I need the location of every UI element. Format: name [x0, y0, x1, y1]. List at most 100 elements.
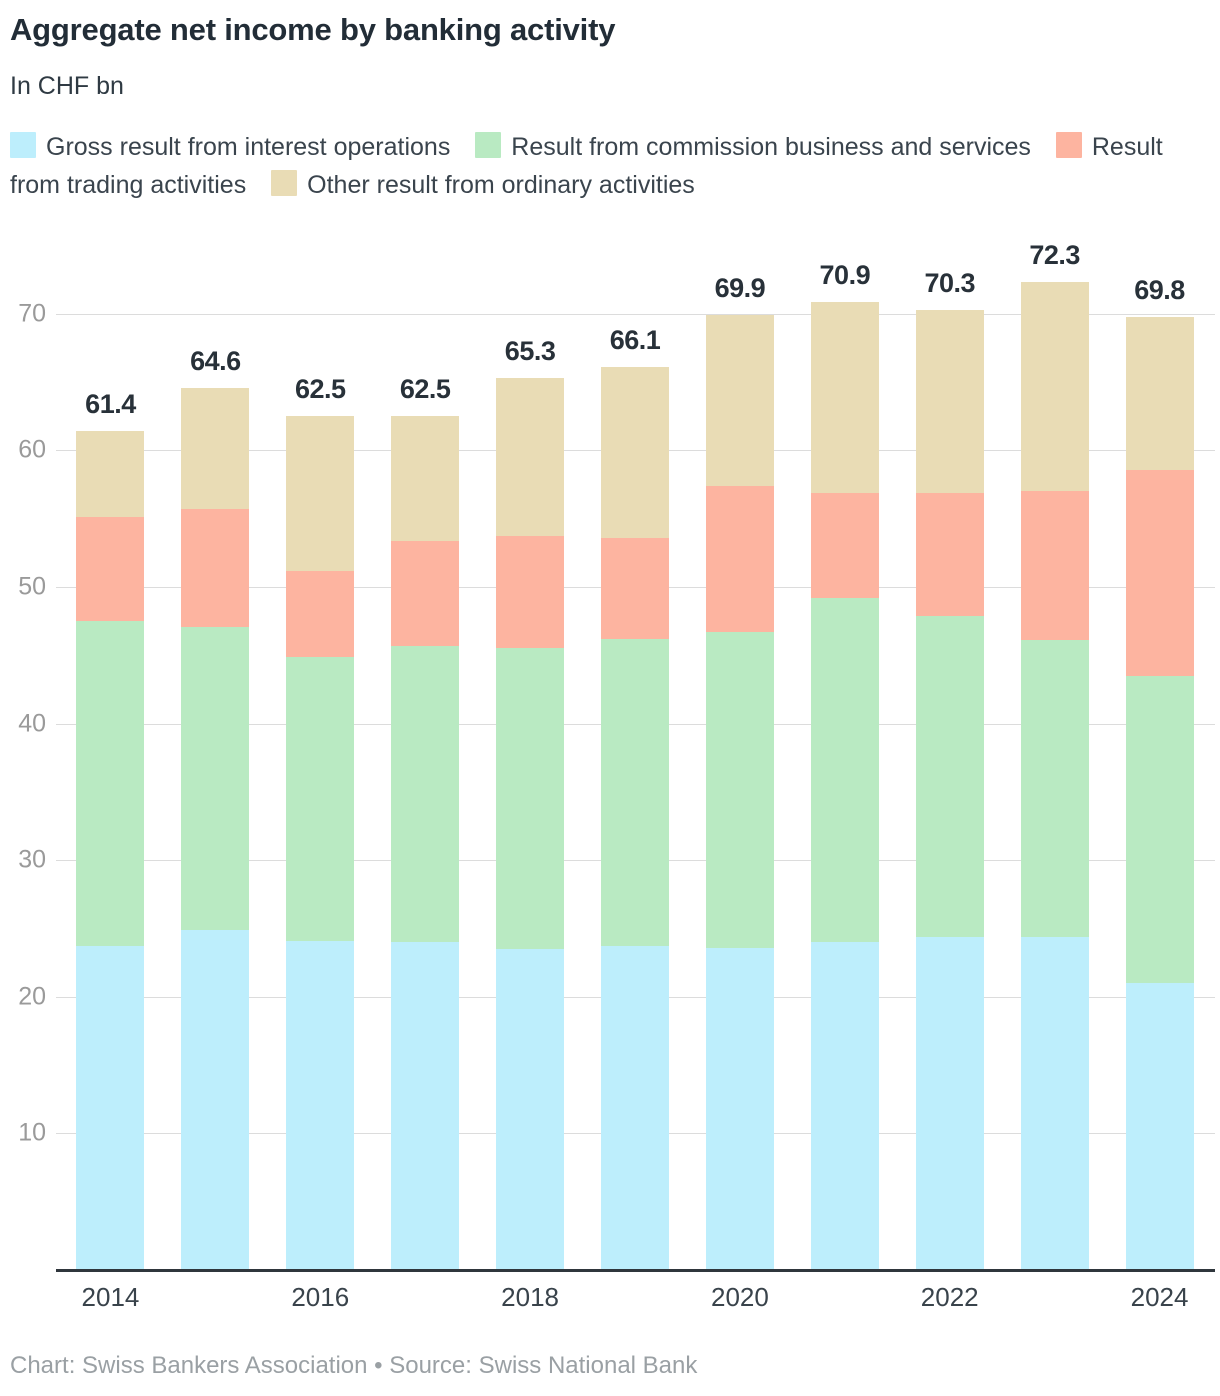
- x-axis-tick-label-2014: 2014: [81, 1282, 140, 1312]
- y-axis-tick-label: 30: [18, 845, 46, 874]
- bar-segment: [286, 416, 355, 571]
- bar-total-label-2020: 69.9: [714, 273, 766, 304]
- bar-segment: [496, 648, 565, 949]
- chart-subtitle: In CHF bn: [10, 72, 124, 100]
- bar-segment: [496, 949, 565, 1270]
- y-gridline-70: [56, 313, 1215, 315]
- bar-segment: [1125, 675, 1194, 984]
- y-axis-tick-label: 50: [18, 572, 46, 601]
- stacked-bar-2024: [1125, 316, 1194, 1270]
- bar-segment: [705, 485, 774, 633]
- other-swatch-icon: [271, 170, 298, 196]
- x-axis-tick-label-2024: 2024: [1130, 1282, 1189, 1312]
- legend-label: Result from commission business and serv…: [511, 133, 1031, 161]
- bar-segment: [391, 540, 460, 646]
- bar-total-label-2014: 61.4: [85, 389, 136, 420]
- bar-segment: [810, 942, 879, 1270]
- bar-segment: [496, 378, 565, 537]
- legend-label: Gross result from interest operations: [46, 133, 451, 161]
- y-axis-tick-label: 70: [18, 299, 46, 328]
- bar-total-label-2018: 65.3: [504, 336, 556, 366]
- bar-segment: [181, 509, 250, 627]
- bar-segment: [915, 615, 984, 937]
- bar-total-label-2015: 64.6: [190, 345, 241, 376]
- bar-segment: [810, 597, 879, 943]
- stacked-bar-2015: [181, 387, 250, 1270]
- trading-swatch-icon: [1055, 132, 1082, 158]
- chart-legend: Gross result from interest operations Re…: [10, 128, 1205, 204]
- bar-total-label-2023: 72.3: [1029, 240, 1080, 271]
- bar-segment: [705, 632, 774, 948]
- bar-segment: [391, 645, 460, 943]
- bar-total-label-2019: 66.1: [609, 325, 661, 356]
- x-axis-tick-label-2020: 2020: [710, 1282, 769, 1312]
- bar-segment: [76, 621, 145, 947]
- bar-segment: [1020, 282, 1089, 492]
- bar-segment: [810, 492, 879, 598]
- bar-segment: [391, 942, 460, 1270]
- bar-segment: [286, 656, 355, 941]
- bar-segment: [76, 431, 145, 518]
- interest-swatch-icon: [10, 132, 36, 158]
- bar-segment: [1125, 983, 1194, 1270]
- bar-total-label-2022: 70.3: [924, 267, 975, 298]
- bar-segment: [1125, 316, 1194, 470]
- stacked-bar-2016: [286, 416, 355, 1270]
- stacked-bar-2019: [601, 367, 669, 1270]
- source-attribution: Chart: Swiss Bankers Association • Sourc…: [10, 1352, 698, 1379]
- bar-segment: [181, 929, 250, 1270]
- bar-segment: [76, 946, 145, 1270]
- bar-segment: [601, 367, 669, 538]
- bar-total-label-2021: 70.9: [819, 259, 871, 290]
- bar-segment: [705, 947, 774, 1270]
- stacked-bar-2021: [810, 301, 879, 1270]
- legend-item-commission: Result from commission business and serv…: [475, 132, 1031, 161]
- x-axis-line: [56, 1269, 1215, 1272]
- stacked-bar-2022: [915, 309, 984, 1270]
- y-axis-tick-label: 10: [18, 1118, 46, 1147]
- bar-segment: [286, 570, 355, 657]
- bar-segment: [496, 536, 565, 649]
- x-axis-tick-label-2022: 2022: [920, 1282, 979, 1312]
- legend-item-trading: Result from trading activities: [10, 132, 1163, 199]
- bar-segment: [1020, 491, 1089, 641]
- commission-swatch-icon: [475, 132, 502, 158]
- bar-segment: [601, 537, 669, 639]
- bar-segment: [1020, 936, 1089, 1270]
- legend-item-interest: Gross result from interest operations: [10, 132, 451, 161]
- bar-segment: [705, 315, 774, 486]
- bar-segment: [915, 309, 984, 493]
- bar-segment: [601, 946, 669, 1270]
- bar-segment: [181, 626, 250, 930]
- y-axis-tick-label: 40: [18, 709, 46, 738]
- stacked-bar-2018: [496, 378, 565, 1270]
- bar-total-label-2024: 69.8: [1134, 274, 1185, 305]
- y-axis-tick-label: 20: [18, 982, 46, 1011]
- plot-area: 10 20 30 40 50 60 70 61.4 64.6 62.5 62.5 65.3 66.1 69…: [0, 240, 1220, 1272]
- stacked-bar-2014: [76, 431, 145, 1270]
- legend-label: Result from trading activities: [10, 133, 1163, 199]
- bar-segment: [391, 416, 460, 541]
- y-axis-tick-label: 60: [18, 435, 46, 464]
- stacked-bar-2020: [705, 315, 774, 1270]
- bar-segment: [810, 301, 879, 493]
- bar-segment: [76, 517, 145, 622]
- bar-segment: [915, 492, 984, 616]
- legend-label: Other result from ordinary activities: [307, 171, 695, 199]
- bar-segment: [181, 387, 250, 510]
- chart-title: Aggregate net income by banking activity: [10, 12, 616, 47]
- x-axis-tick-label-2016: 2016: [291, 1282, 350, 1312]
- stacked-bar-2023: [1020, 282, 1089, 1270]
- bar-segment: [286, 940, 355, 1270]
- bar-segment: [915, 936, 984, 1270]
- x-axis-tick-label-2018: 2018: [501, 1282, 559, 1312]
- bar-segment: [1020, 640, 1089, 937]
- bar-segment: [1125, 469, 1194, 676]
- bar-segment: [601, 638, 669, 947]
- bars-container: [58, 245, 1212, 1270]
- legend-item-other: Other result from ordinary activities: [271, 170, 695, 199]
- bar-total-label-2017: 62.5: [399, 374, 451, 405]
- stacked-bar-2017: [391, 416, 460, 1270]
- bar-total-label-2016: 62.5: [294, 374, 346, 405]
